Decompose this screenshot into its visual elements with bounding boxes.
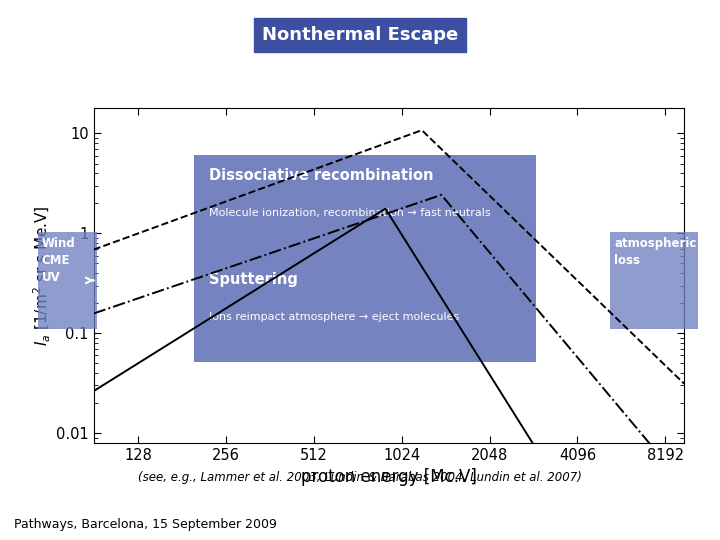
- Text: Impact ionization + charge exchange, E and B fields: Impact ionization + charge exchange, E a…: [209, 413, 501, 423]
- FancyBboxPatch shape: [37, 232, 96, 329]
- FancyBboxPatch shape: [611, 232, 698, 329]
- Text: Sputtering: Sputtering: [209, 272, 297, 287]
- Text: atmospheric
loss: atmospheric loss: [614, 237, 697, 267]
- Text: Pathways, Barcelona, 15 September 2009: Pathways, Barcelona, 15 September 2009: [14, 518, 277, 531]
- FancyBboxPatch shape: [194, 155, 536, 362]
- X-axis label: proton energy [Mc.V]: proton energy [Mc.V]: [301, 468, 477, 486]
- Text: Nonthermal Escape: Nonthermal Escape: [262, 26, 458, 44]
- Text: Dissociative recombination: Dissociative recombination: [209, 168, 433, 183]
- Text: Molecule ionization, recombination → fast neutrals: Molecule ionization, recombination → fas…: [209, 208, 490, 219]
- Text: (see, e.g., Lammer et al. 2003, Lundin & Barabas 2004, Lundin et al. 2007): (see, e.g., Lammer et al. 2003, Lundin &…: [138, 471, 582, 484]
- Y-axis label: $I_a$ [1/m$^2$ sr s Me.V]: $I_a$ [1/m$^2$ sr s Me.V]: [32, 205, 53, 346]
- Text: Ion pickup: Ion pickup: [209, 373, 294, 388]
- Text: Ions reimpact atmosphere → eject molecules: Ions reimpact atmosphere → eject molecul…: [209, 312, 459, 322]
- Text: Wind
CME
UV: Wind CME UV: [42, 237, 76, 284]
